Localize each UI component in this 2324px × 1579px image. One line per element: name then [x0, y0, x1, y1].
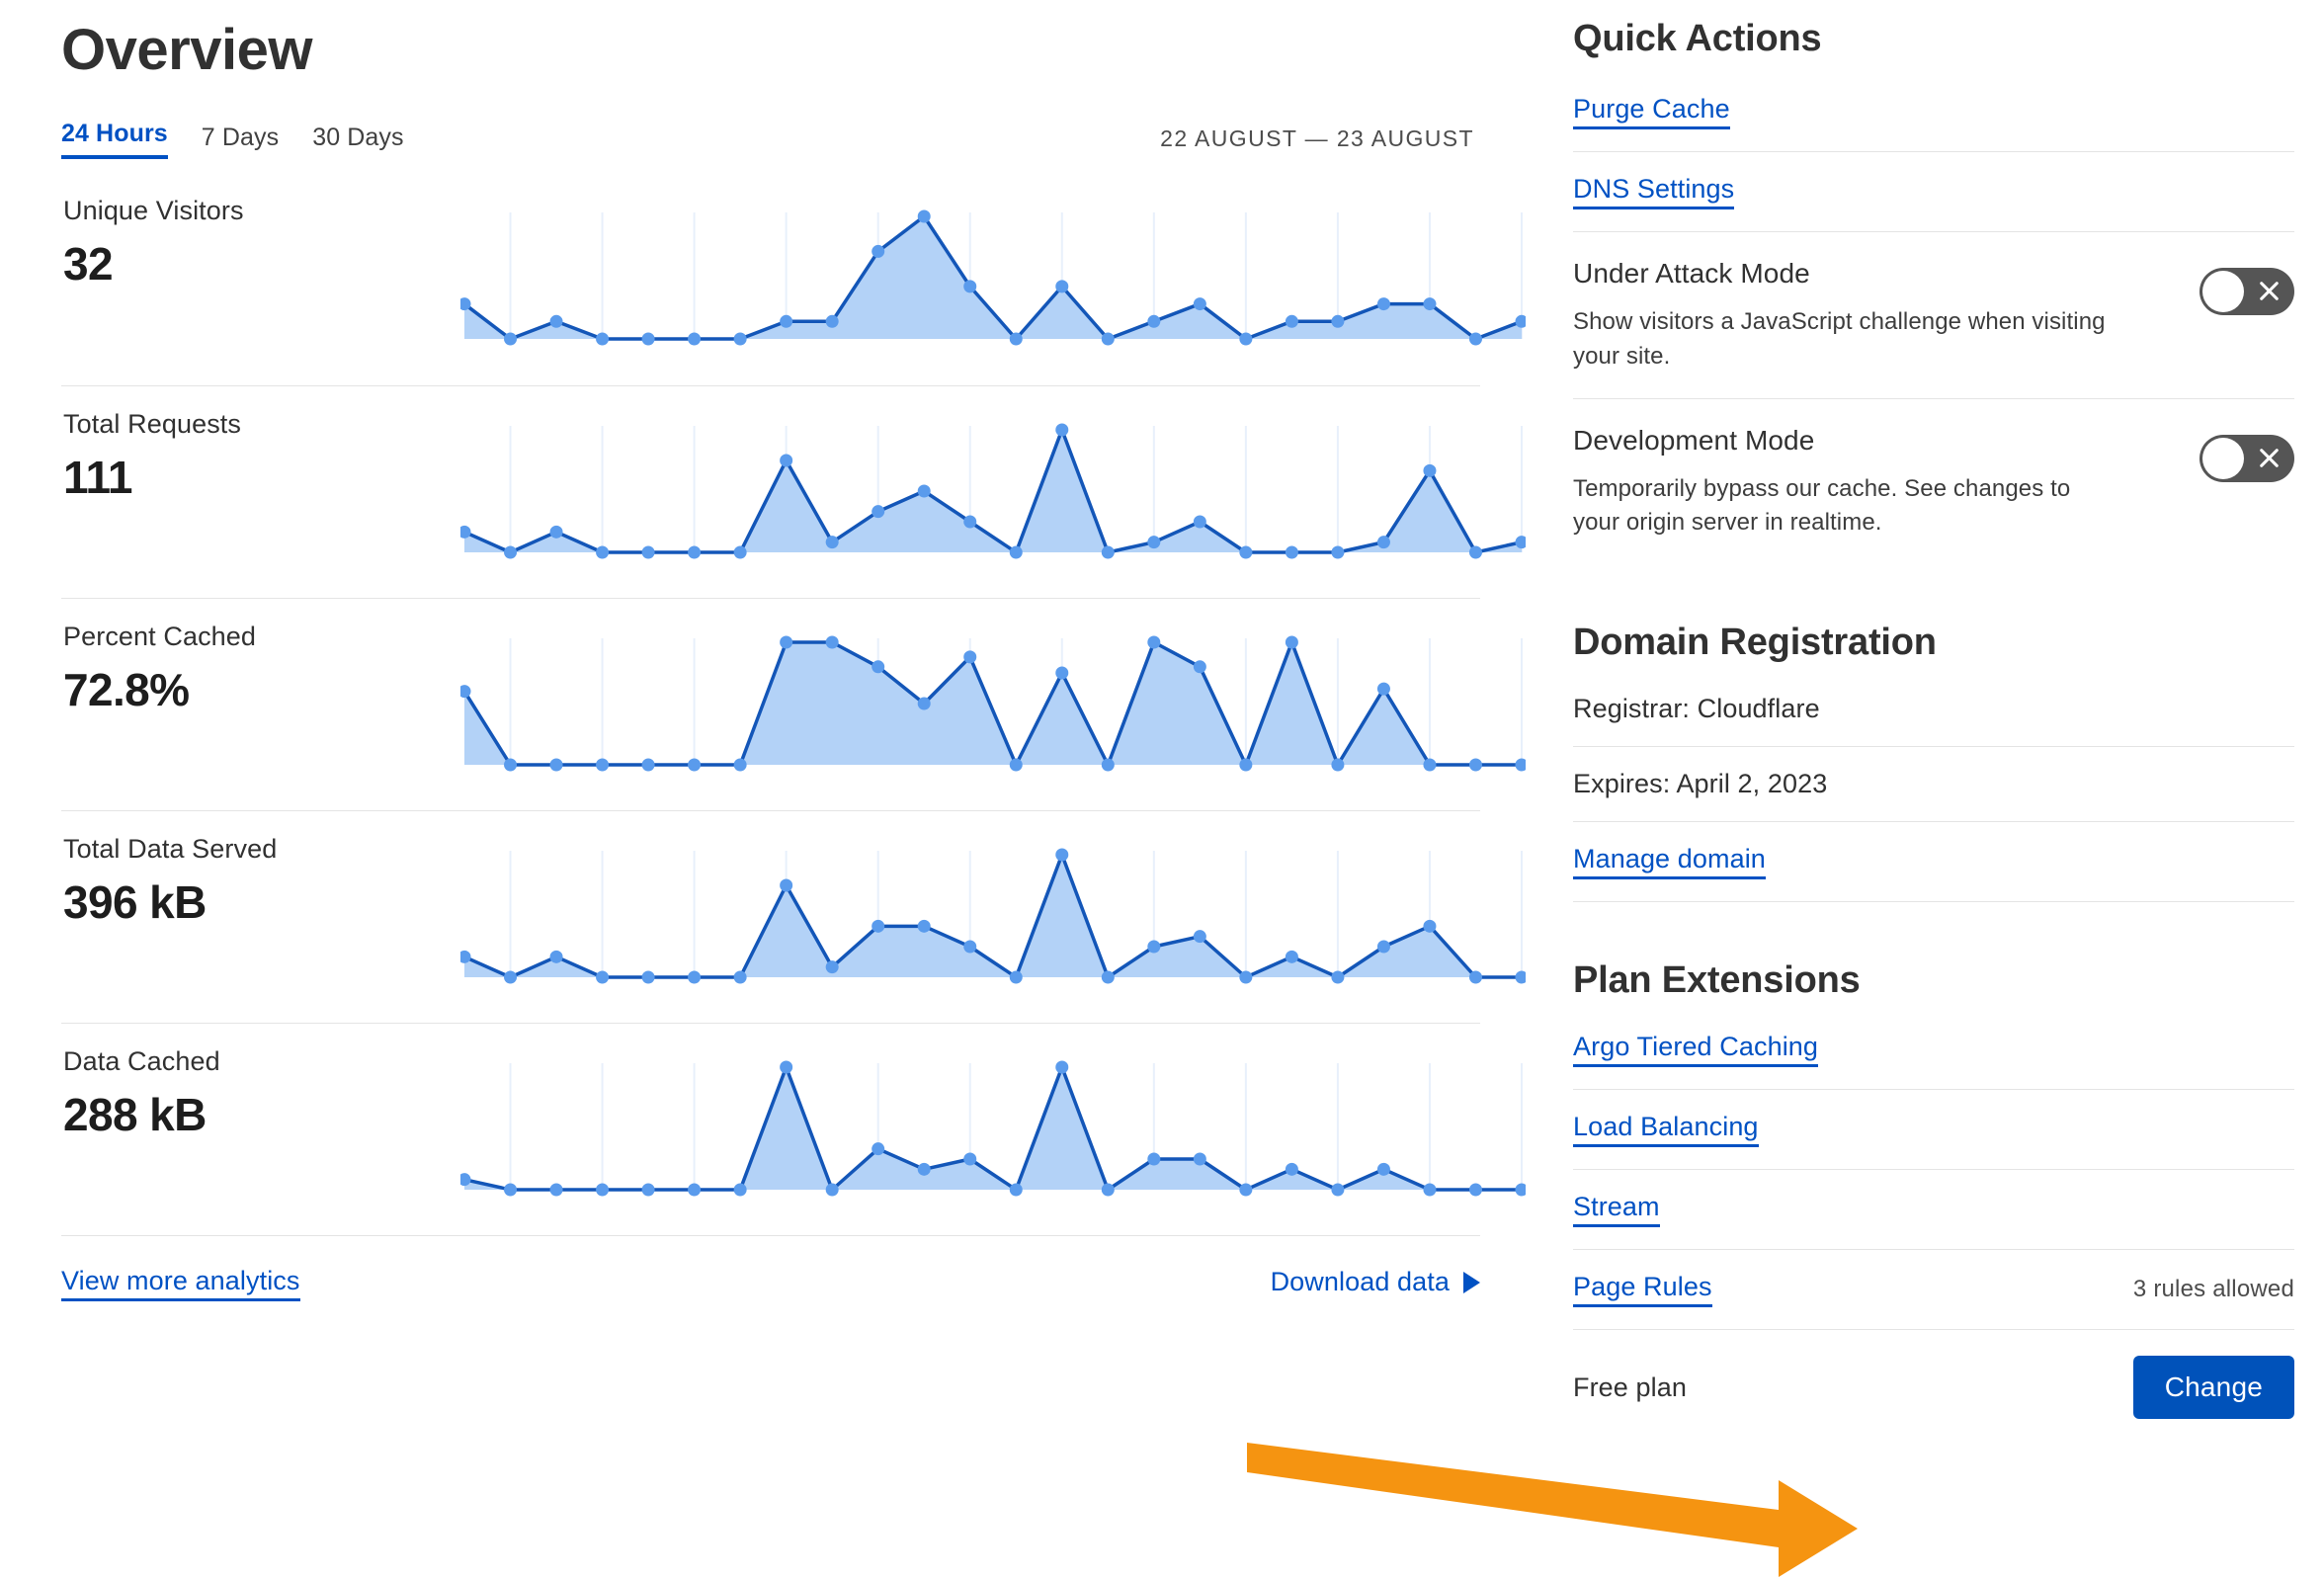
download-data-label: Download data — [1270, 1267, 1450, 1297]
development-mode-toggle[interactable] — [2200, 434, 2294, 482]
metric-row: Total Data Served 396 kB — [61, 809, 1526, 1023]
quick-action-purge-cache[interactable]: Purge Cache — [1573, 94, 2294, 152]
page-title: Overview — [61, 18, 312, 82]
manage-domain-row[interactable]: Manage domain — [1573, 822, 2294, 903]
stream-link[interactable]: Stream — [1573, 1192, 1660, 1228]
metric-value: 111 — [63, 452, 132, 504]
tab-30-days[interactable]: 30 Days — [312, 123, 404, 151]
metric-value: 396 kB — [63, 876, 207, 929]
page-rules-link[interactable]: Page Rules — [1573, 1272, 1712, 1308]
under-attack-mode-toggle[interactable] — [2200, 268, 2294, 315]
analytics-footer: View more analytics Download data — [61, 1234, 1480, 1301]
play-triangle-icon — [1463, 1271, 1480, 1293]
download-data-link[interactable]: Download data — [1271, 1267, 1480, 1299]
plan-summary-row: Free plan Change — [1573, 1330, 2294, 1420]
purge-cache-link[interactable]: Purge Cache — [1573, 94, 1730, 129]
argo-tiered-caching-link[interactable]: Argo Tiered Caching — [1573, 1032, 1819, 1068]
toggle-knob — [2202, 271, 2244, 312]
quick-actions-title: Quick Actions — [1573, 18, 1822, 59]
metric-row: Total Requests 111 — [61, 384, 1526, 598]
registrar-value: Registrar: Cloudflare — [1573, 694, 1820, 724]
under-attack-mode-row: Under Attack Mode Show visitors a JavaSc… — [1573, 232, 2294, 399]
metric-row: Percent Cached 72.8% — [61, 597, 1526, 810]
dns-settings-link[interactable]: DNS Settings — [1573, 174, 1735, 209]
metric-row: Data Cached 288 kB — [61, 1022, 1526, 1235]
plan-extension-load-balancing[interactable]: Load Balancing — [1573, 1090, 2294, 1171]
metric-summary: Percent Cached 72.8% — [61, 621, 460, 714]
sparkline-total-requests[interactable] — [460, 408, 1526, 560]
metric-label: Data Cached — [63, 1045, 220, 1076]
metric-label: Total Requests — [63, 408, 241, 439]
development-mode-title: Development Mode — [1573, 424, 1815, 456]
timeframe-row: 24 Hours 7 Days 30 Days 22 AUGUST — 23 A… — [61, 120, 1482, 159]
page-rules-allowance: 3 rules allowed — [2132, 1276, 2294, 1303]
load-balancing-link[interactable]: Load Balancing — [1573, 1112, 1759, 1148]
metric-value: 288 kB — [63, 1089, 207, 1141]
plan-name: Free plan — [1573, 1371, 1687, 1402]
close-x-icon — [2257, 446, 2282, 470]
view-more-analytics-link[interactable]: View more analytics — [61, 1266, 300, 1301]
metric-label: Total Data Served — [63, 833, 278, 864]
plan-extension-argo[interactable]: Argo Tiered Caching — [1573, 1032, 2294, 1091]
under-attack-mode-title: Under Attack Mode — [1573, 258, 1810, 289]
analytics-panel: Overview 24 Hours 7 Days 30 Days 22 AUGU… — [61, 18, 1526, 1301]
close-x-icon — [2257, 279, 2282, 303]
metric-label: Percent Cached — [63, 621, 257, 651]
development-mode-text: Development Mode Temporarily bypass our … — [1573, 425, 2107, 541]
quick-action-dns-settings[interactable]: DNS Settings — [1573, 152, 2294, 232]
metric-summary: Data Cached 288 kB — [61, 1045, 460, 1139]
expires-row: Expires: April 2, 2023 — [1573, 747, 2294, 823]
domain-registration-title: Domain Registration — [1573, 622, 1937, 664]
metric-row: Unique Visitors 32 — [61, 181, 1526, 385]
plan-extension-page-rules[interactable]: Page Rules 3 rules allowed — [1573, 1250, 2294, 1331]
plan-extension-stream[interactable]: Stream — [1573, 1170, 2294, 1251]
timeframe-tabs: 24 Hours 7 Days 30 Days — [61, 120, 404, 159]
sparkline-total-data-served[interactable] — [460, 833, 1526, 985]
side-panel: Quick Actions Purge Cache DNS Settings U… — [1541, 0, 2324, 1579]
development-mode-description: Temporarily bypass our cache. See change… — [1573, 474, 2071, 537]
metric-summary: Total Data Served 396 kB — [61, 833, 460, 927]
section-spacer — [1573, 902, 2294, 959]
metrics-list: Unique Visitors 32 Total Requests 111 Pe… — [61, 181, 1526, 1235]
tab-7-days[interactable]: 7 Days — [201, 123, 280, 151]
metric-summary: Total Requests 111 — [61, 408, 460, 502]
expires-value: Expires: April 2, 2023 — [1573, 769, 1828, 799]
development-mode-row: Development Mode Temporarily bypass our … — [1573, 399, 2294, 565]
change-button[interactable]: Change — [2132, 1356, 2294, 1420]
metric-label: Unique Visitors — [63, 195, 244, 225]
under-attack-mode-text: Under Attack Mode Show visitors a JavaSc… — [1573, 258, 2107, 374]
date-range-label: 22 AUGUST — 23 AUGUST — [1160, 125, 1474, 152]
registrar-row: Registrar: Cloudflare — [1573, 694, 2294, 748]
section-spacer — [1573, 564, 2294, 622]
under-attack-mode-description: Show visitors a JavaScript challenge whe… — [1573, 308, 2106, 370]
metric-value: 72.8% — [63, 664, 190, 716]
toggle-knob — [2202, 437, 2244, 479]
sparkline-data-cached[interactable] — [460, 1045, 1526, 1198]
metric-value: 32 — [63, 238, 114, 291]
sparkline-unique-visitors[interactable] — [460, 195, 1526, 347]
tab-24-hours[interactable]: 24 Hours — [61, 120, 168, 159]
plan-extensions-title: Plan Extensions — [1573, 959, 1861, 1002]
sparkline-percent-cached[interactable] — [460, 621, 1526, 773]
manage-domain-link[interactable]: Manage domain — [1573, 844, 1766, 880]
metric-summary: Unique Visitors 32 — [61, 195, 460, 289]
